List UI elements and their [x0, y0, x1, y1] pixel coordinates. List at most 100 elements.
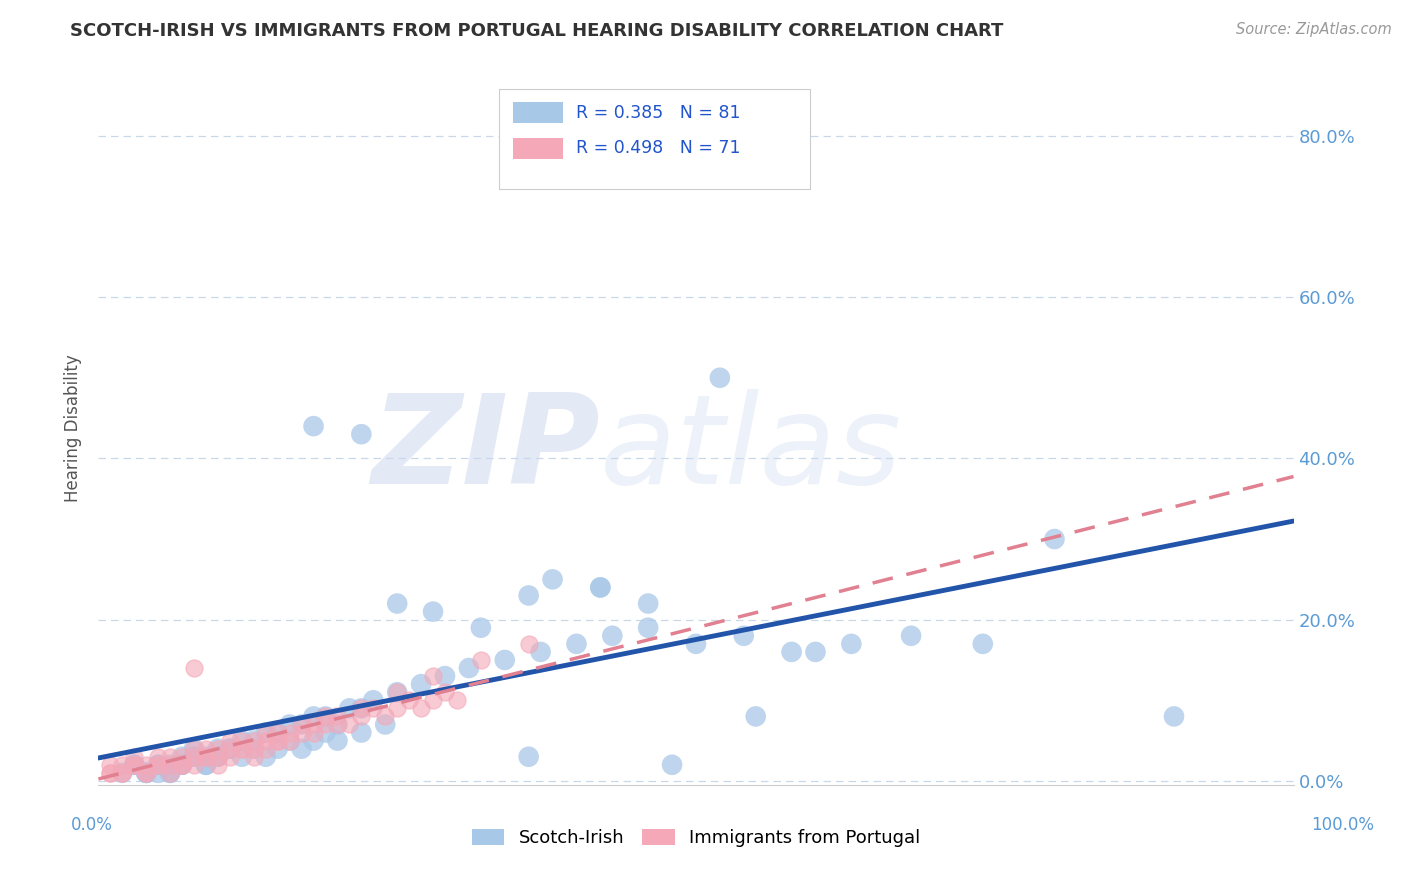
Point: [111, 757, 134, 772]
Point: [254, 741, 277, 756]
Point: [350, 725, 373, 739]
Point: [267, 733, 290, 747]
Point: [231, 749, 253, 764]
Point: [565, 637, 588, 651]
Point: [267, 733, 290, 747]
Point: [350, 701, 373, 715]
Bar: [499, 89, 810, 189]
Text: R = 0.385   N = 81: R = 0.385 N = 81: [576, 103, 741, 121]
Point: [326, 717, 349, 731]
Point: [135, 765, 157, 780]
Point: [530, 645, 553, 659]
Point: [470, 653, 492, 667]
Text: ZIP: ZIP: [371, 389, 600, 510]
Point: [745, 709, 768, 723]
Point: [135, 765, 157, 780]
Point: [350, 709, 373, 723]
Point: [363, 701, 385, 715]
Point: [159, 765, 181, 780]
Point: [350, 701, 373, 715]
Text: R = 0.498   N = 71: R = 0.498 N = 71: [576, 139, 741, 157]
Point: [172, 757, 194, 772]
Point: [183, 741, 205, 756]
Point: [291, 717, 314, 731]
Point: [243, 733, 266, 747]
Point: [172, 757, 194, 772]
Point: [385, 685, 409, 699]
Point: [398, 693, 420, 707]
Point: [135, 765, 157, 780]
Point: [135, 765, 157, 780]
Point: [148, 757, 170, 772]
Point: [172, 749, 194, 764]
Point: [254, 733, 277, 747]
Point: [446, 693, 468, 707]
Point: [733, 629, 755, 643]
Point: [195, 749, 218, 764]
Point: [111, 765, 134, 780]
Point: [291, 725, 314, 739]
Point: [111, 765, 134, 780]
Text: 100.0%: 100.0%: [1312, 816, 1374, 834]
Point: [148, 757, 170, 772]
Point: [291, 717, 314, 731]
Point: [219, 741, 242, 756]
Point: [98, 757, 122, 772]
Point: [124, 749, 146, 764]
Point: [422, 669, 444, 683]
Point: [159, 765, 181, 780]
Point: [195, 749, 218, 764]
Point: [148, 757, 170, 772]
Point: [231, 741, 253, 756]
Bar: [513, 102, 564, 123]
Point: [385, 701, 409, 715]
Text: Source: ZipAtlas.com: Source: ZipAtlas.com: [1236, 22, 1392, 37]
Point: [780, 645, 803, 659]
Point: [637, 597, 659, 611]
Point: [172, 749, 194, 764]
Point: [98, 765, 122, 780]
Point: [326, 709, 349, 723]
Point: [111, 765, 134, 780]
Point: [589, 581, 612, 595]
Point: [458, 661, 481, 675]
Point: [315, 709, 337, 723]
Point: [124, 757, 146, 772]
Point: [183, 757, 205, 772]
Point: [278, 733, 301, 747]
Point: [254, 749, 277, 764]
Point: [195, 741, 218, 756]
Point: [183, 749, 205, 764]
Point: [219, 741, 242, 756]
Point: [159, 757, 181, 772]
Point: [434, 685, 457, 699]
Point: [183, 661, 205, 675]
Point: [374, 717, 396, 731]
Point: [411, 701, 433, 715]
Point: [326, 717, 349, 731]
Point: [302, 717, 325, 731]
Point: [159, 765, 181, 780]
Point: [267, 741, 290, 756]
Point: [315, 717, 337, 731]
Point: [124, 757, 146, 772]
Point: [411, 677, 433, 691]
Point: [159, 757, 181, 772]
Point: [422, 605, 444, 619]
Point: [470, 621, 492, 635]
Point: [302, 725, 325, 739]
Point: [374, 709, 396, 723]
Point: [302, 419, 325, 434]
Point: [219, 733, 242, 747]
Point: [124, 757, 146, 772]
Point: [207, 741, 229, 756]
Point: [207, 741, 229, 756]
Point: [517, 749, 540, 764]
Point: [195, 757, 218, 772]
Point: [637, 621, 659, 635]
Point: [339, 717, 361, 731]
Point: [841, 637, 863, 651]
Point: [422, 693, 444, 707]
Point: [385, 685, 409, 699]
Point: [302, 709, 325, 723]
